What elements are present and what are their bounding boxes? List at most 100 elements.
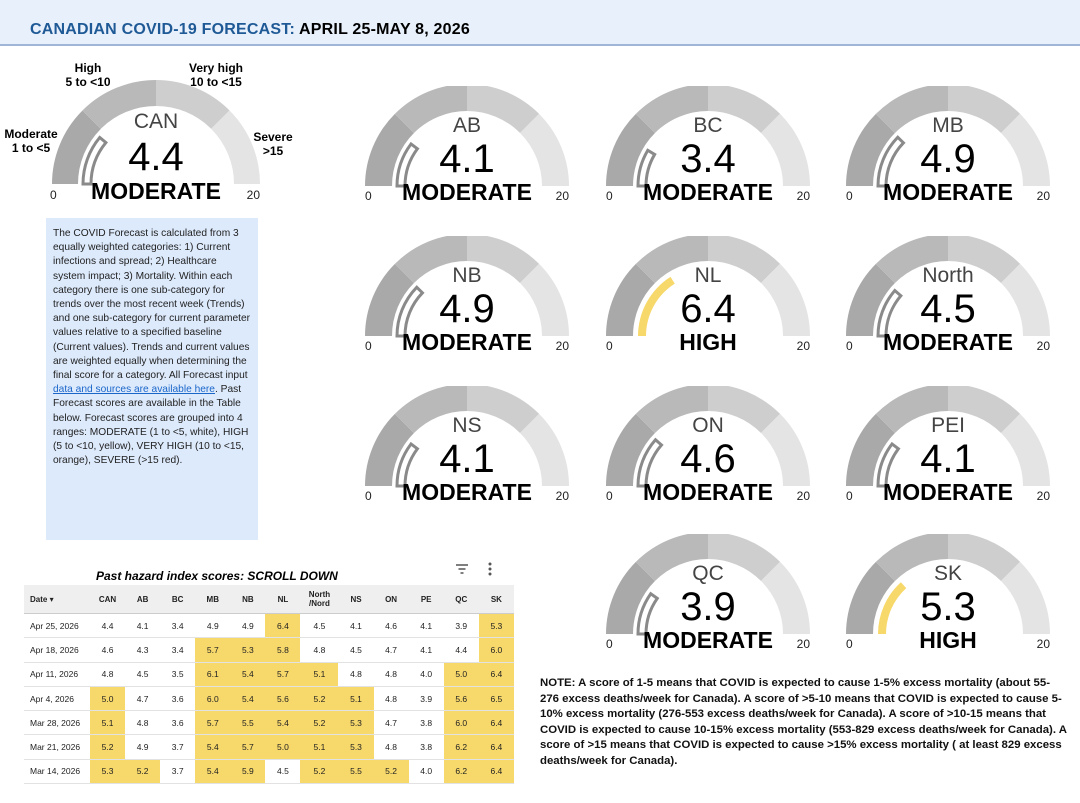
band-very-high — [467, 86, 540, 133]
column-header: AB — [125, 585, 161, 614]
gauge-on: ON 4.6 MODERATE 0 20 — [606, 386, 810, 506]
page-title: CANADIAN COVID-19 FORECAST: APRIL 25-MAY… — [30, 21, 470, 39]
table-cell-score: 5.2 — [373, 759, 409, 785]
gauge-level: HIGH — [679, 329, 737, 355]
gauge-arc-can — [52, 80, 260, 186]
gauge-nl: NL 6.4 HIGH 0 20 — [606, 236, 810, 356]
table-cell-score: 4.3 — [125, 637, 161, 663]
table-cell-score: 5.1 — [300, 734, 339, 760]
table-cell-score: 5.3 — [338, 734, 374, 760]
band-severe — [761, 561, 810, 634]
table-cell-score: 4.8 — [373, 662, 409, 687]
table-cell-score: 6.5 — [478, 686, 514, 712]
table-cell-score: 5.5 — [230, 710, 266, 736]
table-row: Apr 25, 2026 4.4 4.1 3.4 4.9 4.9 6.4 4.5 4.1 4.6 4… — [24, 613, 514, 639]
table-cell-score: 4.8 — [300, 637, 339, 663]
data-sources-link[interactable]: data and sources are available here — [53, 384, 215, 396]
gauge-min-label: 0 — [365, 339, 372, 353]
gauge-qc: QC 3.9 MODERATE 0 20 — [606, 534, 810, 654]
table-cell-score: 4.6 — [90, 637, 126, 663]
gauge-value: 3.9 — [680, 585, 736, 629]
band-moderate — [365, 263, 414, 336]
band-severe — [761, 413, 810, 486]
table-cell-score: 4.1 — [338, 613, 374, 639]
gauge-arc-on — [606, 386, 810, 488]
table-cell-score: 4.8 — [373, 686, 409, 712]
table-cell-score: 4.8 — [125, 710, 161, 736]
table-cell-score: 4.5 — [265, 759, 301, 785]
band-moderate — [365, 113, 414, 186]
table-cell-date: Apr 4, 2026 — [24, 686, 90, 712]
gauge-region-label: NL — [694, 264, 722, 287]
gauge-region-label: NS — [452, 414, 482, 437]
description-text-end: . Past Forecast scores are available in … — [53, 384, 249, 467]
table-cell-score: 5.6 — [265, 686, 301, 712]
table-cell-score: 3.6 — [160, 710, 196, 736]
gauge-value-indicator — [636, 437, 664, 488]
table-cell-score: 6.4 — [478, 734, 514, 760]
gauge-value: 4.5 — [920, 287, 976, 331]
scale-label-severe: Severe >15 — [247, 130, 299, 158]
scale-label-very-high-range: 10 to <15 — [190, 75, 242, 89]
scale-label-moderate-name: Moderate — [4, 127, 58, 141]
gauge-max-label: 20 — [796, 489, 810, 503]
gauge-region-label: PEI — [931, 414, 965, 437]
table-cell-score: 5.6 — [443, 686, 479, 712]
filter-icon[interactable] — [455, 562, 469, 579]
table-cell-score: 5.1 — [90, 710, 126, 736]
page-header: CANADIAN COVID-19 FORECAST: APRIL 25-MAY… — [0, 0, 1080, 46]
band-high — [394, 236, 467, 283]
gauge-max-label: 20 — [796, 637, 810, 651]
gauge-level: MODERATE — [883, 179, 1013, 205]
table-cell-score: 4.4 — [90, 613, 126, 639]
band-moderate — [846, 263, 895, 336]
gauge-region-label: QC — [692, 562, 724, 585]
scale-label-very-high: Very high 10 to <15 — [183, 61, 249, 89]
table-cell-date: Apr 25, 2026 — [24, 613, 90, 639]
scale-label-very-high-name: Very high — [188, 61, 244, 75]
column-header: MB — [195, 585, 231, 614]
table-cell-score: 4.0 — [408, 662, 444, 687]
gauge-max-label: 20 — [555, 189, 569, 203]
gauge-arc-bc — [606, 86, 810, 188]
column-header-date[interactable]: Date ▾ — [24, 585, 90, 614]
band-severe — [1001, 263, 1050, 336]
gauge-region-label: SK — [933, 562, 962, 585]
table-cell-score: 5.0 — [443, 662, 479, 687]
gauge-max-label: 20 — [555, 339, 569, 353]
scale-label-high: High 5 to <10 — [58, 61, 118, 89]
table-cell-score: 3.5 — [160, 662, 196, 687]
table-cell-score: 4.5 — [300, 613, 339, 639]
table-cell-score: 6.0 — [478, 637, 514, 663]
gauge-value-indicator — [636, 591, 660, 636]
band-high — [394, 386, 467, 433]
table-cell-date: Mar 14, 2026 — [24, 759, 90, 785]
gauge-value: 4.9 — [920, 137, 976, 181]
table-cell-score: 5.4 — [230, 662, 266, 687]
band-severe — [1001, 561, 1050, 634]
table-cell-score: 5.2 — [300, 759, 339, 785]
gauge-max-label: 20 — [1036, 189, 1050, 203]
band-high — [82, 80, 156, 129]
table-cell-score: 6.4 — [265, 613, 301, 639]
band-moderate — [846, 413, 895, 486]
gauge-level: MODERATE — [883, 329, 1013, 355]
gauge-min-label: 0 — [365, 189, 372, 203]
band-very-high — [708, 236, 781, 283]
gauge-value-indicator — [395, 141, 420, 188]
gauge-value: 4.9 — [439, 287, 495, 331]
gauge-region-label: NB — [452, 264, 482, 287]
more-vert-icon[interactable] — [486, 561, 494, 580]
table-cell-score: 6.2 — [443, 759, 479, 785]
gauge-arc-mb — [846, 86, 1050, 188]
gauge-region-label: CAN — [133, 110, 179, 133]
table-row: Mar 28, 2026 5.1 4.8 3.6 5.7 5.5 5.4 5.2 5.3 4.7 3… — [24, 710, 514, 736]
gauge-arc-nl — [606, 236, 810, 336]
gauge-level: MODERATE — [643, 627, 773, 653]
gauge-max-label: 20 — [796, 189, 810, 203]
gauge-region-label: BC — [693, 114, 723, 137]
gauge-value-indicator — [878, 582, 907, 634]
table-cell-date: Apr 18, 2026 — [24, 637, 90, 663]
table-cell-score: 5.1 — [300, 662, 339, 687]
table-cell-score: 6.2 — [443, 734, 479, 760]
